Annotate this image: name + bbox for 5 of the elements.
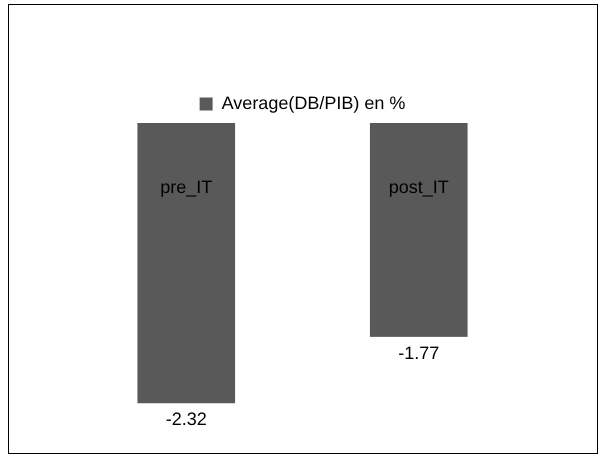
data-label: -2.32 (166, 409, 207, 430)
legend-label: Average(DB/PIB) en % (222, 92, 406, 113)
data-label: -1.77 (398, 342, 440, 363)
x-tick-label: pre_IT (160, 176, 212, 197)
x-tick-label: post_IT (388, 176, 449, 197)
